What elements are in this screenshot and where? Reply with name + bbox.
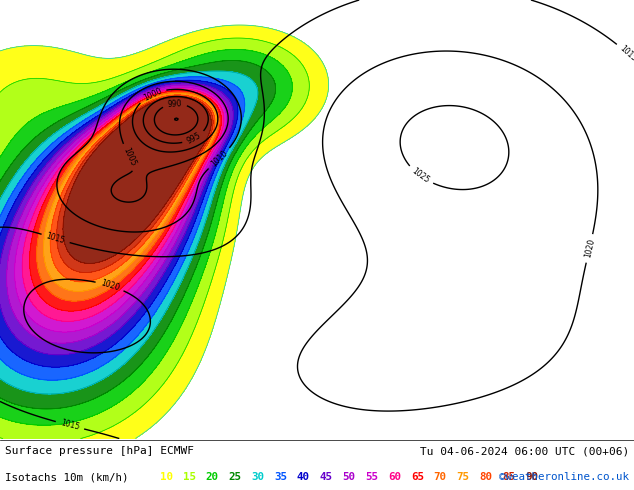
Text: 20: 20 (205, 472, 219, 482)
Text: 1015: 1015 (60, 418, 81, 432)
Text: 1015: 1015 (618, 44, 634, 64)
Text: 65: 65 (411, 472, 424, 482)
Text: 1015: 1015 (45, 231, 66, 245)
Text: 1020: 1020 (583, 238, 596, 259)
Text: 1000: 1000 (141, 86, 163, 103)
Text: 75: 75 (456, 472, 470, 482)
Text: 90: 90 (525, 472, 538, 482)
Text: 35: 35 (274, 472, 287, 482)
Text: 995: 995 (185, 131, 202, 146)
Text: 30: 30 (251, 472, 264, 482)
Text: 50: 50 (342, 472, 356, 482)
Text: 1020: 1020 (100, 279, 120, 293)
Text: Surface pressure [hPa] ECMWF: Surface pressure [hPa] ECMWF (5, 446, 194, 456)
Text: 55: 55 (365, 472, 378, 482)
Text: Tu 04-06-2024 06:00 UTC (00+06): Tu 04-06-2024 06:00 UTC (00+06) (420, 446, 629, 456)
Text: 990: 990 (167, 99, 183, 109)
Text: 15: 15 (183, 472, 196, 482)
Text: ©weatheronline.co.uk: ©weatheronline.co.uk (499, 472, 629, 482)
Text: 80: 80 (479, 472, 493, 482)
Text: 70: 70 (434, 472, 447, 482)
Text: 1005: 1005 (122, 147, 138, 168)
Text: 85: 85 (502, 472, 515, 482)
Text: 60: 60 (388, 472, 401, 482)
Text: 25: 25 (228, 472, 242, 482)
Text: 45: 45 (320, 472, 333, 482)
Text: 1025: 1025 (410, 167, 431, 185)
Text: 40: 40 (297, 472, 310, 482)
Text: 1010: 1010 (209, 148, 230, 169)
Text: 10: 10 (160, 472, 173, 482)
Text: Isotachs 10m (km/h): Isotachs 10m (km/h) (5, 472, 129, 482)
